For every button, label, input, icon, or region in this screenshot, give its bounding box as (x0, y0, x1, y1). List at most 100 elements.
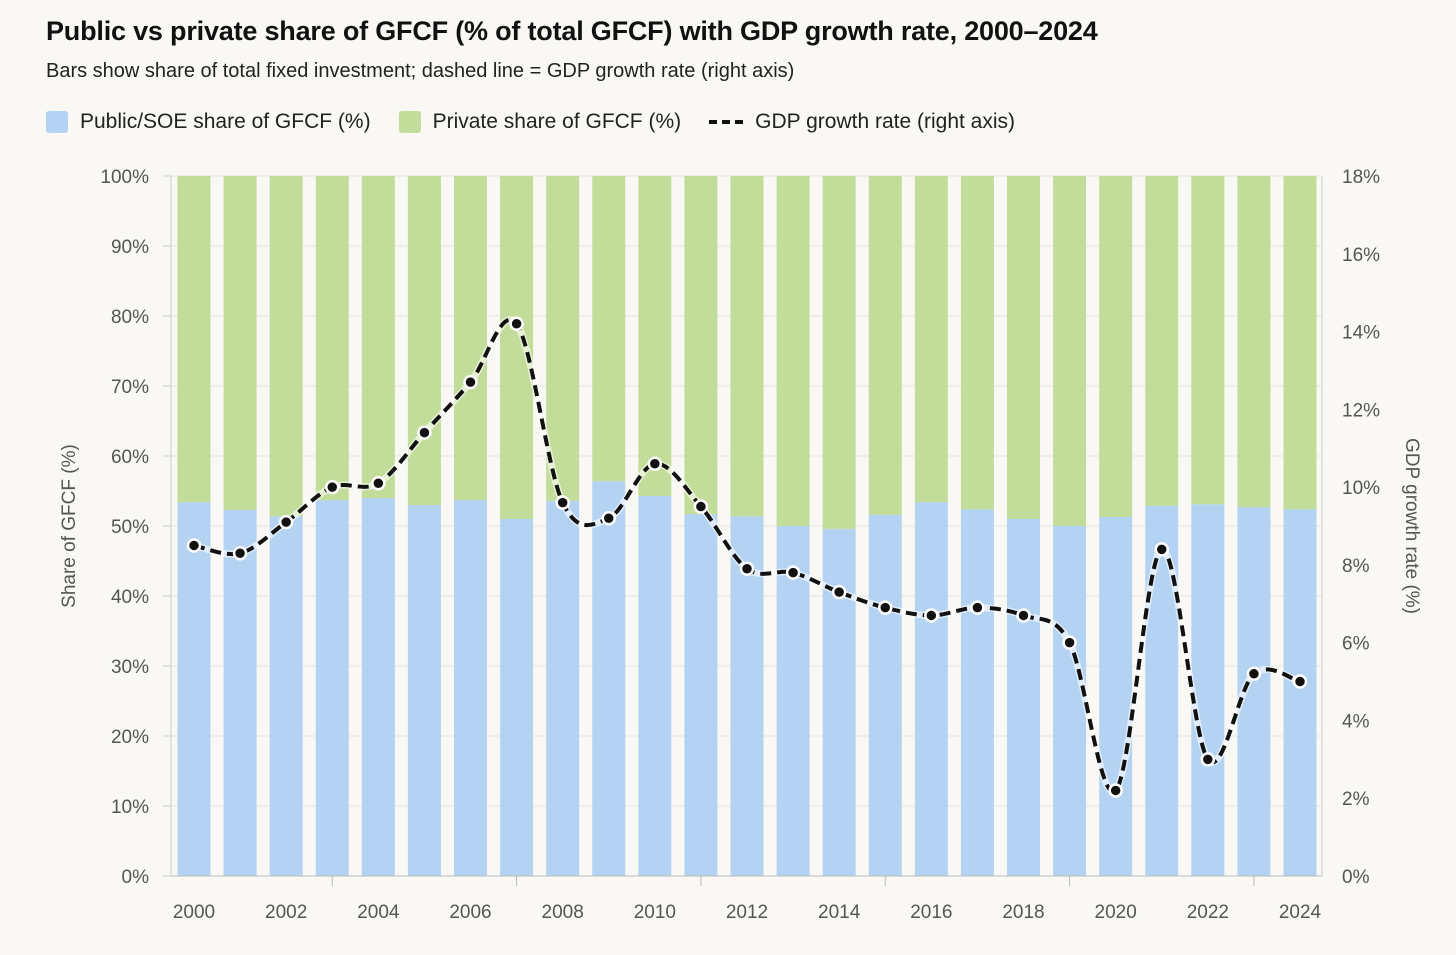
gdp-point (1292, 674, 1308, 689)
bar-public (1145, 505, 1179, 876)
bar-public (868, 514, 902, 876)
gdp-point (463, 374, 478, 390)
x-tick-label: 2020 (1095, 902, 1137, 923)
y-tick-label: 30% (111, 657, 149, 678)
legend-item-public: Public/SOE share of GFCF (%) (46, 110, 371, 134)
gdp-point (1200, 752, 1216, 767)
x-tick-label: 2002 (265, 902, 307, 923)
legend-label-private: Private share of GFCF (%) (432, 110, 682, 133)
y-tick-label: 50% (111, 517, 149, 538)
gdp-point (924, 608, 939, 623)
y2-tick-label: 4% (1342, 711, 1370, 732)
bar-private (730, 176, 764, 517)
x-tick-label: 2012 (726, 902, 768, 923)
bar-private (960, 176, 994, 510)
x-tick-label: 2006 (449, 902, 491, 923)
gdp-point (509, 316, 524, 332)
bar-public (454, 500, 487, 876)
bar-private (177, 176, 211, 503)
gdp-point (232, 545, 248, 561)
y-tick-label: 60% (111, 447, 149, 468)
legend-swatch-private (398, 111, 421, 133)
y-tick-label: 40% (111, 587, 149, 608)
x-tick-label: 2008 (542, 902, 584, 923)
y-axis-label: Share of GFCF (%) (59, 444, 80, 608)
bar-private (822, 176, 856, 529)
bar-private (868, 176, 902, 515)
y2-tick-label: 0% (1342, 867, 1370, 888)
bar-private (546, 176, 580, 501)
legend-item-gdp: GDP growth rate (right axis) (709, 110, 1015, 134)
gdp-point (371, 475, 386, 491)
y2-tick-label: 6% (1342, 634, 1370, 655)
y-tick-label: 20% (111, 727, 149, 748)
gdp-point (1108, 783, 1123, 798)
legend: Public/SOE share of GFCF (%) Private sha… (46, 110, 1043, 134)
bar-private (776, 176, 810, 526)
chart-title: Public vs private share of GFCF (% of to… (46, 16, 1098, 46)
bar-private (592, 176, 626, 482)
bar-private (1191, 176, 1225, 505)
bar-public (776, 526, 810, 876)
x-tick-label: 2016 (910, 902, 952, 923)
y2-tick-label: 8% (1342, 556, 1370, 577)
bar-public (914, 502, 948, 876)
y-tick-label: 100% (100, 167, 149, 188)
bar-private (1099, 176, 1133, 517)
bar-public (1007, 519, 1040, 876)
bar-public (684, 514, 718, 876)
bar-public (960, 509, 994, 876)
bar-private (684, 176, 718, 515)
gdp-point (831, 584, 847, 600)
y2-tick-label: 12% (1342, 400, 1380, 421)
y2-tick-label: 18% (1342, 167, 1380, 188)
y2-tick-label: 14% (1342, 323, 1380, 344)
legend-label-gdp: GDP growth rate (right axis) (755, 110, 1016, 133)
bar-public (407, 505, 441, 876)
x-tick-label: 2000 (173, 902, 215, 923)
y2-tick-label: 16% (1342, 245, 1380, 266)
bar-public (315, 500, 349, 876)
y2-tick-label: 2% (1342, 789, 1370, 810)
bar-public (546, 500, 580, 876)
y-tick-label: 70% (111, 377, 149, 398)
bar-private (1145, 176, 1179, 506)
x-tick-label: 2018 (1002, 902, 1044, 923)
gdp-point (417, 425, 432, 440)
bar-public (1283, 509, 1317, 876)
bar-public (822, 528, 856, 876)
bar-private (638, 176, 672, 496)
gdp-line (193, 318, 1301, 794)
legend-label-public: Public/SOE share of GFCF (%) (80, 110, 371, 133)
gdp-point (1016, 608, 1031, 623)
bar-public (500, 519, 534, 876)
gdp-point (878, 600, 893, 615)
gdp-point (1062, 635, 1077, 650)
gdp-point (278, 514, 294, 530)
bar-private (269, 176, 303, 517)
bar-private (914, 176, 948, 503)
bar-public (592, 481, 626, 876)
gdp-point (693, 499, 709, 514)
gdp-point (647, 456, 663, 472)
bar-private (1237, 176, 1271, 508)
bar-private (315, 176, 349, 501)
bar-public (223, 509, 257, 876)
bar-private (454, 176, 487, 501)
y-tick-label: 90% (111, 237, 149, 258)
legend-swatch-public (46, 111, 68, 133)
bar-private (361, 176, 395, 498)
gdp-point (739, 561, 755, 577)
bar-private (1053, 176, 1087, 526)
x-tick-label: 2014 (818, 902, 861, 923)
bar-public (638, 495, 672, 876)
gdp-point (1246, 666, 1262, 682)
gdp-point (601, 510, 616, 526)
gdp-point (325, 479, 340, 495)
x-tick-label: 2004 (357, 902, 400, 923)
y-tick-label: 10% (111, 797, 149, 818)
legend-dash-gdp (709, 120, 744, 124)
bar-public (177, 502, 211, 876)
gdp-point (186, 538, 202, 553)
